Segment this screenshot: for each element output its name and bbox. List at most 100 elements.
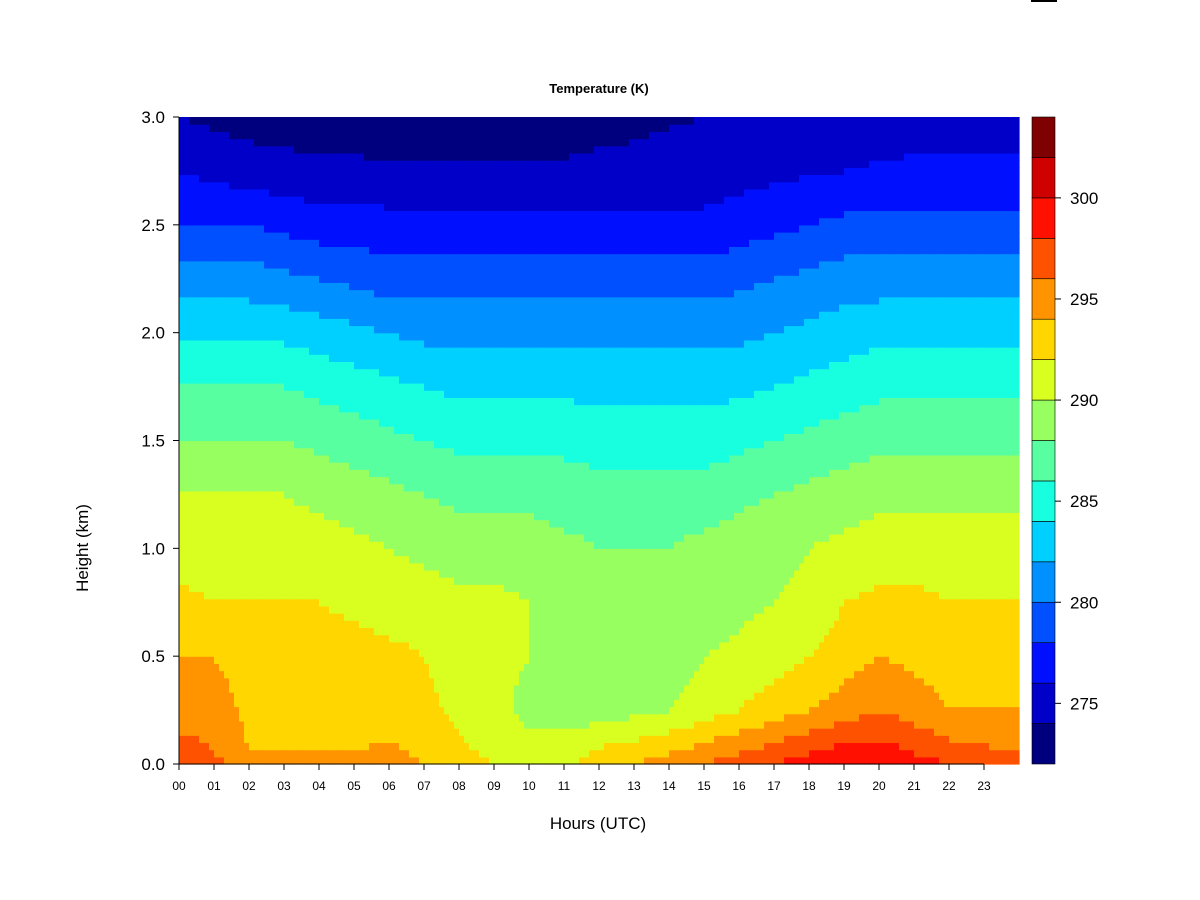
heatmap-cell — [529, 706, 535, 715]
heatmap-cell — [674, 555, 680, 564]
heatmap-cell — [1004, 613, 1010, 621]
heatmap-cell — [734, 699, 740, 708]
heatmap-cell — [494, 548, 500, 557]
heatmap-cell — [829, 555, 835, 564]
heatmap-cell — [354, 656, 360, 664]
heatmap-cell — [439, 742, 445, 751]
heatmap-cell — [504, 648, 510, 657]
heatmap-cell — [229, 548, 235, 557]
heatmap-cell — [944, 627, 950, 636]
heatmap-cell — [444, 584, 450, 593]
heatmap-cell — [594, 677, 600, 686]
heatmap-cell — [859, 648, 865, 657]
heatmap-cell — [744, 749, 750, 758]
heatmap-cell — [684, 713, 690, 722]
heatmap-cell — [669, 728, 675, 736]
heatmap-cell — [874, 584, 880, 593]
heatmap-cell — [644, 663, 650, 672]
heatmap-cell — [204, 620, 210, 629]
heatmap-cell — [289, 555, 295, 564]
heatmap-cell — [989, 756, 995, 765]
heatmap-cell — [734, 620, 740, 629]
heatmap-cell — [639, 749, 645, 758]
heatmap-cell — [549, 548, 555, 557]
heatmap-cell — [589, 591, 595, 600]
heatmap-cell — [549, 692, 555, 700]
heatmap-cell — [489, 656, 495, 664]
heatmap-cell — [244, 670, 250, 679]
heatmap-cell — [834, 598, 840, 607]
heatmap-cell — [479, 569, 485, 578]
heatmap-cell — [259, 749, 265, 758]
heatmap-cell — [584, 605, 590, 614]
heatmap-cell — [889, 627, 895, 636]
heatmap-cell — [194, 756, 200, 765]
heatmap-cell — [934, 692, 940, 700]
heatmap-cell — [429, 735, 435, 744]
heatmap-cell — [714, 677, 720, 686]
heatmap-cell — [809, 577, 815, 585]
heatmap-cell — [334, 699, 340, 708]
heatmap-cell — [654, 562, 660, 571]
heatmap-cell — [639, 728, 645, 736]
heatmap-cell — [289, 613, 295, 621]
heatmap-cell — [944, 569, 950, 578]
heatmap-cell — [579, 742, 585, 751]
heatmap-cell — [584, 584, 590, 593]
heatmap-cell — [699, 706, 705, 715]
heatmap-cell — [1009, 584, 1015, 593]
heatmap-cell — [809, 713, 815, 722]
heatmap-cell — [329, 584, 335, 593]
heatmap-cell — [264, 577, 270, 585]
heatmap-cell — [184, 584, 190, 593]
heatmap-cell — [389, 641, 395, 650]
heatmap-cell — [494, 692, 500, 700]
heatmap-cell — [729, 656, 735, 664]
heatmap-cell — [464, 670, 470, 679]
heatmap-cell — [934, 735, 940, 744]
heatmap-cell — [624, 555, 630, 564]
heatmap-cell — [634, 728, 640, 736]
heatmap-cell — [664, 742, 670, 751]
heatmap-cell — [1014, 598, 1020, 607]
heatmap-cell — [429, 663, 435, 672]
heatmap-cell — [414, 749, 420, 758]
heatmap-cell — [569, 742, 575, 751]
heatmap-cell — [429, 684, 435, 693]
heatmap-cell — [479, 692, 485, 700]
heatmap-cell — [674, 742, 680, 751]
heatmap-cell — [854, 613, 860, 621]
heatmap-cell — [739, 706, 745, 715]
heatmap-cell — [664, 692, 670, 700]
heatmap-cell — [449, 577, 455, 585]
heatmap-cell — [444, 548, 450, 557]
heatmap-cell — [934, 663, 940, 672]
heatmap-cell — [629, 728, 635, 736]
heatmap-cell — [994, 677, 1000, 686]
heatmap-cell — [304, 749, 310, 758]
heatmap-cell — [259, 555, 265, 564]
heatmap-cell — [834, 706, 840, 715]
heatmap-cell — [674, 677, 680, 686]
heatmap-cell — [454, 728, 460, 736]
heatmap-cell — [199, 591, 205, 600]
heatmap-cell — [944, 677, 950, 686]
heatmap-cell — [239, 577, 245, 585]
heatmap-cell — [514, 749, 520, 758]
heatmap-cell — [829, 562, 835, 571]
heatmap-cell — [254, 728, 260, 736]
heatmap-cell — [259, 562, 265, 571]
heatmap-cell — [624, 605, 630, 614]
heatmap-cell — [894, 584, 900, 593]
heatmap-cell — [679, 648, 685, 657]
heatmap-cell — [759, 548, 765, 557]
heatmap-cell — [594, 620, 600, 629]
heatmap-cell — [289, 699, 295, 708]
heatmap-cell — [599, 548, 605, 557]
heatmap-cell — [894, 692, 900, 700]
heatmap-cell — [479, 562, 485, 571]
heatmap-cell — [499, 713, 505, 722]
heatmap-cell — [744, 613, 750, 621]
heatmap-cell — [914, 749, 920, 758]
heatmap-cell — [354, 613, 360, 621]
